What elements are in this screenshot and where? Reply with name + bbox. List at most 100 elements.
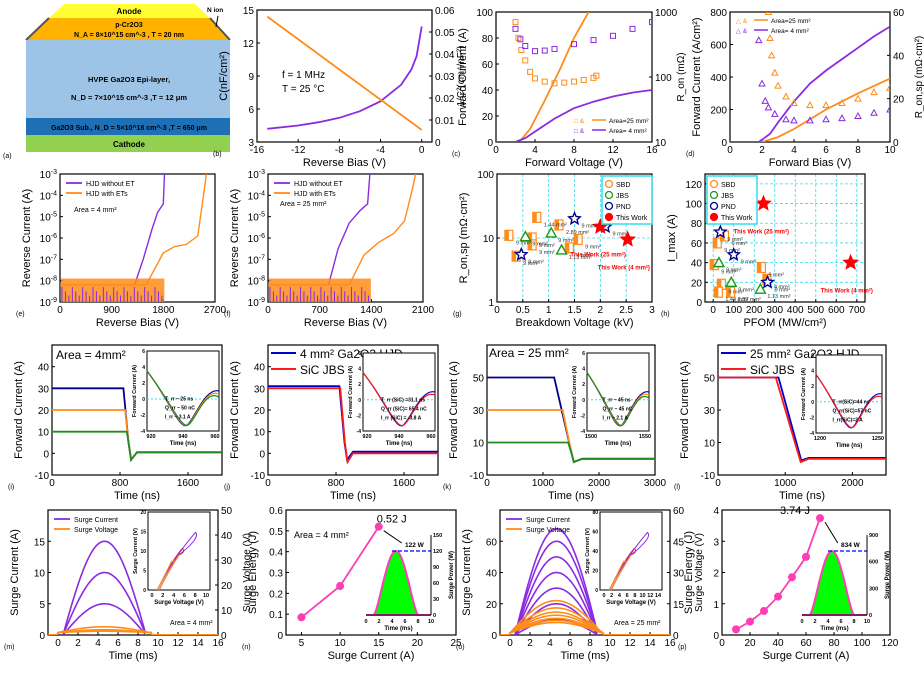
inset-y-tick-label: 0 (143, 588, 146, 594)
y-tick-label: 20 (482, 112, 494, 123)
x-axis-label: Surge Current (A) (328, 650, 415, 662)
x-tick-label: 0.5 (516, 305, 530, 316)
plot-area (709, 194, 860, 298)
data-point (764, 103, 773, 111)
series-line-1 (718, 376, 886, 464)
y-tick-label: 50 (473, 374, 485, 385)
plot-area (266, 15, 423, 131)
x-tick-label: 0 (719, 638, 725, 649)
y-tick-exponent: -7 (51, 254, 57, 261)
y-tick-label: 6 (248, 105, 254, 116)
inset-y-axis-label: Forward Current (A) (132, 365, 138, 417)
inset-y-axis-label: Forward Current (A) (572, 366, 578, 418)
point-annotation: 9 mm² (539, 243, 555, 249)
inset-y-tick-label: 4 (811, 369, 814, 375)
data-point (790, 116, 798, 124)
y2-tick-label: 30 (221, 556, 233, 567)
inset-y-tick-label: 30 (433, 597, 439, 603)
data-point (522, 42, 529, 49)
y-tick-label: 10-6 (248, 233, 265, 245)
series-line-0 (267, 26, 423, 130)
x-tick-label: 1400 (360, 305, 383, 316)
x-tick-label: 40 (772, 638, 784, 649)
x-tick-label: 5 (299, 638, 305, 649)
surge-voltage-curve (48, 625, 218, 635)
inset-y-tick-label: -2 (581, 413, 586, 419)
x-axis-label: Reverse Bias (V) (303, 157, 386, 169)
inset-y-tick-label: 20 (592, 569, 598, 575)
plot-area (297, 522, 383, 622)
surge-current-curve (514, 571, 598, 635)
y-axis-label: I_max (A) (666, 214, 678, 262)
y-tick-label: 0.1 (269, 610, 283, 621)
legend-marker: △ & (736, 28, 748, 35)
x-axis-label: PFOM (MW/cm²) (743, 317, 826, 329)
x-tick-label: 0 (265, 305, 271, 316)
inset-y-axis-label: Surge Power (W) (449, 551, 455, 599)
data-point (760, 606, 768, 615)
inset-y-tick-label: -4 (357, 429, 362, 435)
y-tick-label: 30 (473, 406, 485, 417)
series-line-2 (52, 430, 222, 463)
sbd-marker-fill (714, 287, 719, 298)
y-axis-label: Forward Current (A) (679, 361, 691, 459)
panel-label: (e) (16, 311, 25, 318)
data-point (518, 47, 525, 54)
x-tick-label: 16 (646, 145, 658, 156)
inset-y-axis-label: Surge Power (W) (885, 551, 891, 599)
x-tick-label: 100 (854, 638, 871, 649)
inset-y-tick-label: 900 (869, 533, 878, 539)
x-tick-label: 500 (807, 305, 824, 316)
inset-x-tick-label: 10 (640, 593, 646, 599)
x-axis-label: Time (ns) (330, 490, 376, 502)
inset-y-tick-label: 80 (592, 510, 598, 516)
point-annotation: 9 mm² (532, 242, 548, 248)
data-point (374, 522, 383, 531)
legend-marker (604, 190, 614, 200)
inset-y-tick-label: 6 (358, 351, 361, 357)
layer-p-cr2o3-doping: N_A = 8×10^15 cm^-3 , T = 20 nm (74, 31, 184, 39)
point-annotation: 4 mm² (774, 284, 790, 290)
y-tick-exponent: -6 (259, 233, 265, 240)
layer-cathode (26, 135, 230, 152)
y-tick-label: 10-3 (40, 169, 57, 181)
data-point (571, 78, 577, 85)
point-annotation: 9 mm² (741, 260, 757, 266)
y-tick-label: 0 (696, 298, 702, 309)
inset-annotation: I_rr(SiC)=2 A (833, 417, 864, 423)
data-point (788, 573, 796, 582)
pnd-marker (513, 246, 529, 261)
panel-label: (h) (661, 311, 670, 318)
y-tick-label: 0.6 (269, 506, 283, 517)
y-tick-label: 20 (38, 406, 50, 417)
inset-y-tick-label: 600 (869, 560, 878, 566)
legend-marker (709, 190, 719, 200)
inset-x-tick-label: 960 (426, 434, 435, 440)
y-tick-label: 800 (710, 8, 727, 19)
y-tick-label: 20 (486, 600, 498, 611)
y2-tick-label: 15 (673, 600, 685, 611)
data-point (761, 96, 770, 104)
inset-x-tick-label: 920 (362, 434, 371, 440)
inset-y-axis-label: Forward Current (A) (801, 368, 807, 420)
data-point (532, 75, 538, 82)
peak-power-label: 122 W (405, 542, 425, 549)
point-annotation: 1.13 mm² (569, 255, 592, 261)
annotation: Area = 4 mm² (170, 620, 213, 627)
inset-series-line (362, 372, 436, 427)
x-tick-label: 1000 (774, 478, 797, 489)
x-tick-label: 2000 (588, 478, 611, 489)
data-point (732, 625, 740, 634)
legend-marker: □ & (574, 128, 585, 135)
y-tick-exponent: -4 (51, 190, 57, 197)
y-tick-exponent: -7 (259, 254, 265, 261)
y-tick-label: 10-4 (248, 190, 265, 202)
legend-label: JBS (616, 193, 629, 200)
y-tick-label: 20 (691, 278, 703, 289)
data-point (649, 19, 652, 26)
x-tick-label: 4 (532, 145, 538, 156)
x-tick-label: -16 (250, 145, 265, 156)
